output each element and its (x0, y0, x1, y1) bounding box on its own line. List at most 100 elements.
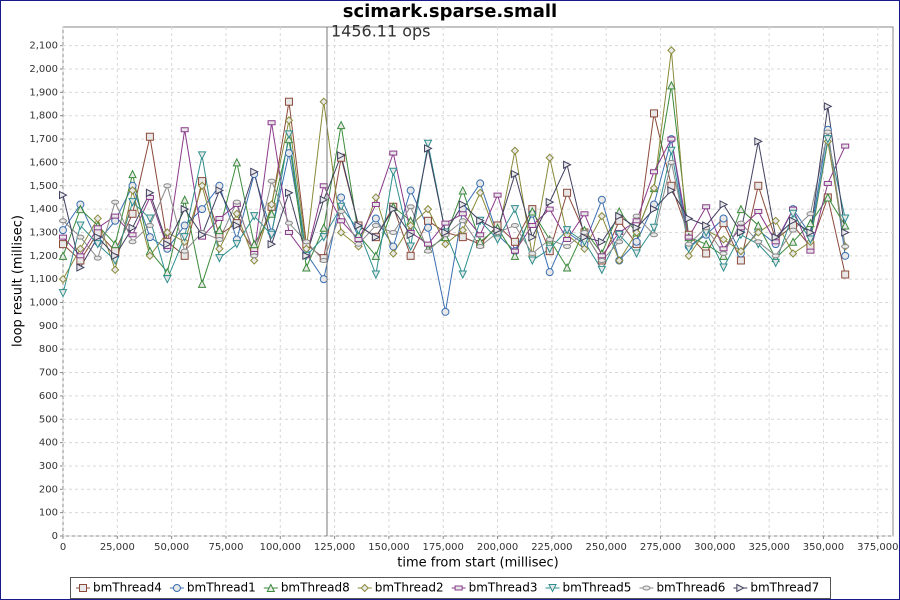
marker (754, 208, 763, 214)
marker (563, 188, 572, 197)
series-line (62, 101, 846, 275)
marker (841, 228, 850, 237)
marker (76, 204, 85, 214)
marker (841, 251, 850, 260)
marker (667, 186, 676, 195)
marker (719, 200, 729, 209)
marker (371, 232, 381, 242)
marker (458, 185, 468, 195)
marker (302, 262, 311, 272)
marker (128, 198, 137, 207)
legend-box (70, 577, 831, 599)
x-axis-label: time from start (millisec) (397, 556, 558, 571)
marker (145, 233, 154, 242)
marker (510, 146, 520, 155)
marker (371, 201, 380, 207)
legend-label: bmThread1 (187, 581, 256, 595)
marker (389, 150, 398, 156)
marker (510, 248, 519, 254)
marker (806, 211, 815, 217)
marker (172, 584, 181, 592)
marker (424, 144, 433, 153)
marker (545, 197, 555, 207)
x-tick-label: 225,000 (531, 542, 572, 553)
marker (59, 190, 68, 200)
marker (319, 257, 328, 263)
marker (476, 179, 485, 188)
marker (736, 256, 745, 265)
marker (162, 275, 172, 284)
marker (284, 97, 293, 106)
marker (510, 251, 520, 260)
marker (232, 209, 242, 218)
marker (684, 241, 693, 247)
marker (684, 251, 693, 261)
marker (336, 120, 346, 130)
marker (232, 199, 241, 205)
marker (371, 193, 381, 202)
plot-area (62, 26, 894, 537)
marker (215, 225, 224, 235)
y-tick-label: 1,600 (29, 157, 58, 168)
marker (528, 250, 537, 256)
marker (180, 127, 189, 133)
marker (789, 227, 798, 233)
marker (702, 221, 711, 230)
marker (110, 265, 120, 275)
marker (319, 97, 328, 106)
y-tick-label: 1,100 (29, 274, 58, 285)
series-line (62, 106, 846, 269)
marker (667, 80, 676, 90)
marker (250, 167, 259, 177)
x-tick-label: 350,000 (803, 542, 844, 553)
y-tick-label: 1,800 (29, 111, 58, 122)
y-tick-label: 0 (52, 531, 58, 542)
y-tick-label: 100 (39, 508, 58, 519)
marker (736, 220, 745, 226)
marker (545, 236, 554, 242)
marker (736, 246, 746, 256)
marker (76, 234, 85, 240)
marker (771, 216, 780, 226)
marker (267, 209, 276, 218)
marker (76, 244, 85, 254)
marker (736, 204, 746, 214)
marker (406, 230, 416, 240)
marker (441, 220, 450, 226)
marker (267, 200, 276, 209)
marker (667, 46, 676, 55)
marker (493, 235, 502, 245)
marker (284, 130, 294, 140)
marker (423, 139, 433, 149)
x-tick-label: 75,000 (208, 542, 243, 553)
marker (59, 240, 67, 249)
marker (632, 249, 641, 259)
marker (788, 249, 798, 258)
marker (493, 192, 502, 198)
marker (702, 204, 711, 210)
marker (667, 159, 676, 165)
marker (840, 220, 850, 230)
x-tick-label: 250,000 (586, 542, 627, 553)
marker (389, 242, 398, 251)
marker (302, 251, 311, 261)
marker (788, 209, 798, 219)
marker (632, 223, 642, 233)
y-tick-label: 200 (39, 484, 58, 495)
marker (145, 222, 154, 228)
marker (840, 214, 850, 224)
marker (337, 218, 346, 224)
series-line (62, 131, 846, 262)
marker (284, 188, 294, 198)
marker (59, 234, 67, 240)
marker (510, 169, 520, 179)
marker (337, 208, 346, 214)
marker (266, 583, 276, 592)
marker (389, 229, 398, 235)
marker (458, 225, 467, 235)
marker (180, 233, 189, 242)
chart-title: scimark.sparse.small (343, 1, 557, 22)
marker (545, 268, 554, 277)
marker (771, 232, 781, 242)
